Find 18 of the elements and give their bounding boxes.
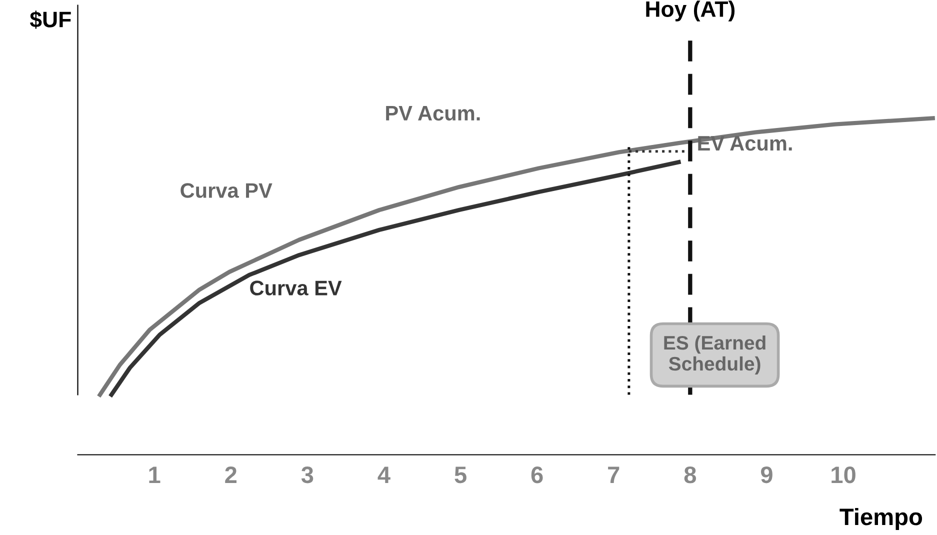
x-tick-label: 4 <box>378 466 390 483</box>
x-tick-label: 2 <box>225 466 236 483</box>
x-tick-label: 7 <box>608 466 620 483</box>
x-tick-label: 10 <box>832 466 856 484</box>
x-tick-label: 6 <box>531 466 543 484</box>
x-tick-label: 9 <box>760 466 772 484</box>
annotation: ES (Earned Schedule) <box>664 335 766 375</box>
x-tick-label: 3 <box>301 466 314 484</box>
ref-line-label: Hoy (AT) <box>646 0 735 22</box>
x-tick-label: 8 <box>684 466 696 484</box>
x-tick-label: 5 <box>454 466 466 484</box>
x-axis-title: Tiempo <box>840 508 922 530</box>
annotation: Curva PV <box>180 183 272 198</box>
annotation: PV Acum. <box>386 106 480 121</box>
annotation: EV Acum. <box>698 136 792 151</box>
x-tick-label: 1 <box>149 466 160 483</box>
annotation: Curva EV <box>250 280 342 296</box>
y-axis-title: $UF <box>30 10 71 29</box>
